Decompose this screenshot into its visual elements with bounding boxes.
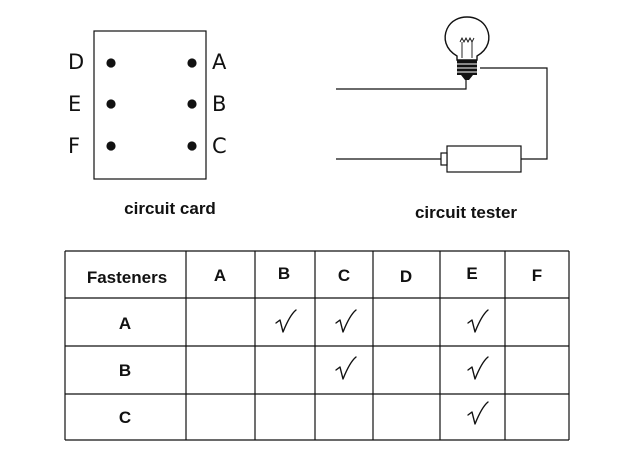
terminal-label-d: D [68,50,84,74]
check-marks [275,309,489,425]
row-header-c: C [119,408,131,427]
check-mark-b-e [467,356,489,380]
terminal-label-a: A [212,50,227,74]
light-bulb-icon [444,16,490,80]
terminal-dot-a [187,58,197,68]
terminal-label-f: F [68,134,80,158]
terminal-dot-e [106,99,116,109]
terminal-dot-d [106,58,116,68]
terminal-dot-c [187,141,197,151]
terminal-dot-b [187,99,197,109]
column-header-e: E [466,264,477,283]
terminal-label-c: C [212,134,227,158]
terminal-dot-f [106,141,116,151]
table-grid [64,250,570,441]
circuit-card-outline [93,30,207,180]
row-header-b: B [119,361,131,380]
table-corner-header: Fasteners [87,268,167,287]
check-mark-a-c [335,309,357,333]
circuit-tester: circuit tester [336,16,548,222]
row-header-a: A [119,314,131,333]
tester-wire-loop [480,67,548,160]
column-header-d: D [400,267,412,286]
check-mark-a-e [467,309,489,333]
column-header-f: F [532,266,542,285]
column-header-c: C [338,266,350,285]
battery-icon [440,145,522,173]
fasteners-table: Fasteners A B C D E F A B C [64,250,570,441]
terminal-label-e: E [68,92,81,116]
terminal-label-b: B [212,92,226,116]
column-header-b: B [278,264,290,283]
column-header-a: A [214,266,226,285]
circuit-card-caption: circuit card [124,199,216,218]
check-mark-a-b [275,309,297,333]
circuit-tester-caption: circuit tester [415,203,517,222]
check-mark-b-c [335,356,357,380]
tester-wire-upper [336,79,467,90]
circuit-card: D E F A B C circuit card [68,30,227,218]
check-mark-c-e [467,401,489,425]
